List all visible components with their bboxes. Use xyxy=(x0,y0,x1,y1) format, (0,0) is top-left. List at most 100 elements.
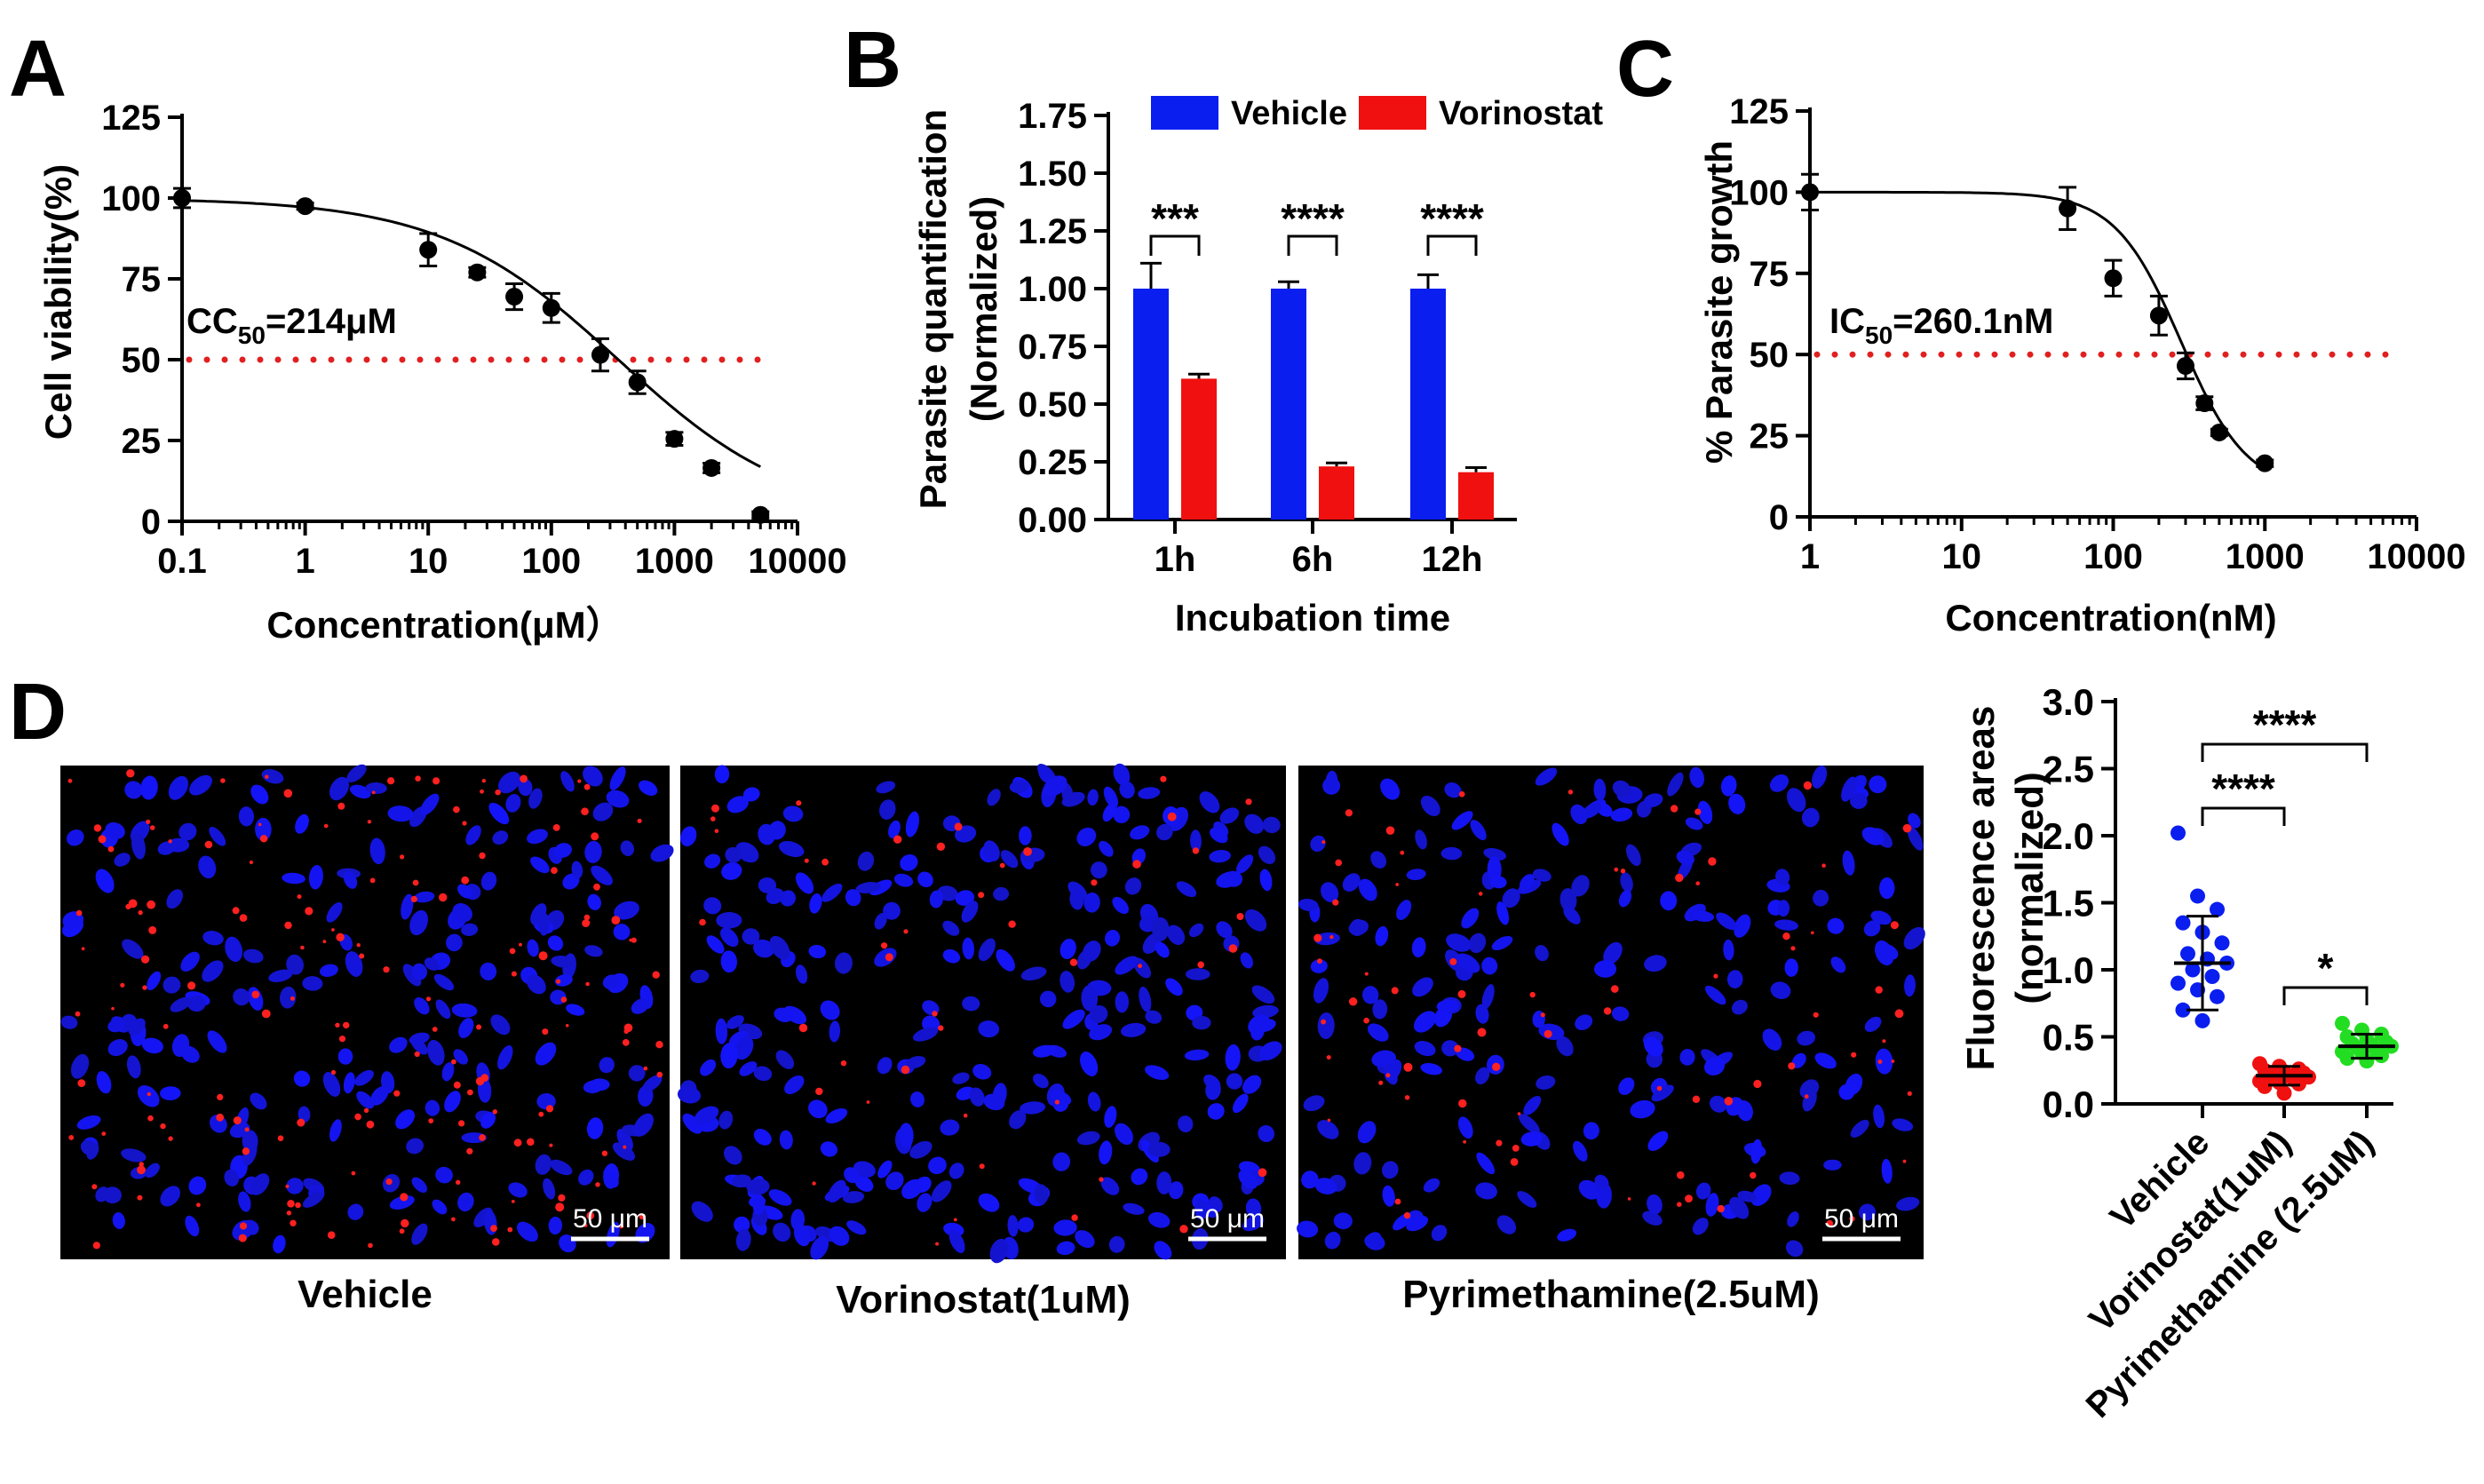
nucleus xyxy=(1563,906,1581,925)
nucleus xyxy=(874,913,887,930)
parasite-signal xyxy=(451,1059,456,1065)
nucleus xyxy=(1033,1074,1049,1089)
legend-swatch-vehicle xyxy=(1151,96,1218,130)
parasite-signal xyxy=(67,778,73,783)
nucleus xyxy=(1120,1022,1147,1037)
y-tick-label: 0.50 xyxy=(1018,385,1087,425)
parasite-signal xyxy=(631,937,637,943)
nucleus xyxy=(1750,1139,1763,1164)
nucleus xyxy=(126,1055,141,1079)
nucleus xyxy=(940,1119,960,1136)
parasite-signal xyxy=(538,1111,544,1117)
parasite-signal xyxy=(1457,989,1466,998)
parasite-signal xyxy=(556,979,561,984)
nucleus xyxy=(457,884,472,899)
parasite-signal xyxy=(549,1143,553,1147)
nucleus xyxy=(1099,840,1114,857)
parasite-signal xyxy=(359,953,365,959)
nucleus xyxy=(1115,956,1139,975)
nucleus xyxy=(432,1199,448,1215)
parasite-signal xyxy=(1228,944,1238,953)
nucleus xyxy=(1056,1241,1075,1256)
nucleus xyxy=(725,846,742,863)
nucleus xyxy=(1695,1182,1711,1200)
chart-b-ylabel: Parasite quantification xyxy=(912,109,954,509)
nucleus xyxy=(1679,1049,1695,1066)
nucleus xyxy=(1775,869,1790,885)
chart-a-cell-viability: Cell viability(%) Concentration(μM） CC50… xyxy=(37,99,847,646)
parasite-signal xyxy=(286,1210,292,1216)
nucleus xyxy=(1052,1152,1071,1171)
nucleus xyxy=(602,974,620,990)
nucleus xyxy=(885,1171,904,1191)
chart-c-ylabel: % Parasite growth xyxy=(1698,140,1740,464)
parasite-signal xyxy=(1882,1039,1886,1044)
nucleus xyxy=(735,842,759,863)
nucleus xyxy=(917,1193,932,1212)
nucleus xyxy=(279,986,297,1009)
parasite-signal xyxy=(412,879,419,886)
nucleus xyxy=(60,1015,78,1029)
nucleus xyxy=(1303,1095,1325,1112)
nucleus xyxy=(122,939,144,959)
nucleus xyxy=(406,1138,424,1155)
parasite-signal xyxy=(217,1093,224,1100)
nucleus xyxy=(145,1163,160,1178)
x-tick-label: 0.1 xyxy=(157,542,207,581)
parasite-signal xyxy=(93,824,102,832)
nucleus xyxy=(1414,1041,1436,1057)
y-tick-label: 2.0 xyxy=(2043,815,2094,857)
parasite-signal xyxy=(581,807,589,815)
parasite-signal xyxy=(1404,1095,1410,1100)
nucleus xyxy=(433,973,455,991)
parasite-signal xyxy=(1313,933,1322,942)
chart-b-ylabel-2: (Normalized) xyxy=(963,196,1004,422)
parasite-signal xyxy=(1400,850,1405,855)
nucleus xyxy=(1697,800,1713,824)
parasite-signal xyxy=(1788,1062,1796,1070)
nucleus xyxy=(714,765,730,784)
nucleus xyxy=(613,924,631,940)
parasite-signal xyxy=(629,938,633,942)
nucleus xyxy=(1559,888,1577,912)
nucleus xyxy=(370,1085,389,1106)
nucleus xyxy=(298,1106,311,1123)
nucleus xyxy=(1210,827,1228,844)
nucleus xyxy=(844,1167,860,1184)
parasite-signal xyxy=(107,845,115,853)
nucleus xyxy=(409,1032,430,1045)
parasite-signal xyxy=(511,971,517,977)
nucleus xyxy=(293,1070,311,1087)
bar-vorinostat xyxy=(1319,466,1354,520)
nucleus xyxy=(137,1084,160,1107)
nucleus xyxy=(1053,1219,1077,1236)
parasite-signal xyxy=(1395,883,1400,886)
nucleus xyxy=(441,1062,455,1082)
nucleus xyxy=(1314,1178,1337,1194)
nucleus xyxy=(1190,829,1202,853)
nucleus xyxy=(1440,846,1463,861)
nucleus xyxy=(1076,1131,1100,1146)
data-point xyxy=(173,189,191,207)
parasite-signal xyxy=(1694,808,1702,815)
significance-stars: **** xyxy=(1420,195,1484,242)
nucleus xyxy=(242,948,264,964)
nucleus xyxy=(1420,1063,1442,1075)
parasite-signal xyxy=(1167,812,1177,821)
nucleus xyxy=(1115,991,1129,1013)
nucleus xyxy=(1184,1049,1210,1061)
nucleus xyxy=(1709,1095,1727,1113)
parasite-signal xyxy=(1054,1099,1059,1105)
parasite-signal xyxy=(639,1213,646,1220)
nucleus xyxy=(1406,1215,1429,1232)
chart-c-ic50-annotation: IC50=260.1nM xyxy=(1829,302,2053,349)
parasite-signal xyxy=(1894,1009,1904,1019)
data-point xyxy=(591,345,609,364)
nucleus xyxy=(723,1146,742,1165)
y-tick-label: 100 xyxy=(101,179,161,218)
nucleus xyxy=(821,883,843,902)
parasite-signal xyxy=(1891,1059,1895,1063)
nucleus xyxy=(1192,1015,1211,1030)
parasite-signal xyxy=(1708,857,1717,866)
nucleus xyxy=(1301,1171,1319,1189)
